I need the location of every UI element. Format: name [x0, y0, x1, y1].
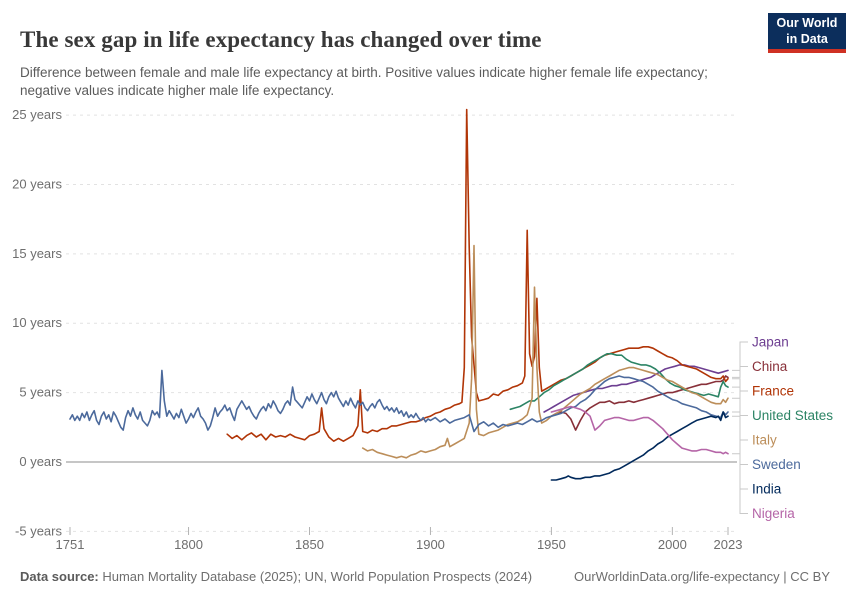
legend-leader-line: [732, 453, 748, 514]
legend-label-sweden[interactable]: Sweden: [752, 457, 801, 472]
series-line-china[interactable]: [550, 375, 729, 431]
legend-label-nigeria[interactable]: Nigeria: [752, 506, 795, 521]
series-line-nigeria[interactable]: [550, 405, 729, 455]
legend-leader-line: [732, 415, 748, 490]
datasource-note: Data source: Human Mortality Database (2…: [20, 569, 532, 584]
series-line-japan[interactable]: [543, 364, 729, 413]
y-tick-label: -5 years: [15, 523, 62, 538]
x-tick-label: 1800: [174, 537, 203, 552]
x-tick-label: 2023: [714, 537, 743, 552]
line-chart-canvas[interactable]: -5 years 0 years 5 years 10 years 15 years 20…: [0, 0, 850, 560]
legend-label-italy[interactable]: Italy: [752, 433, 777, 448]
owid-logo-line2: in Data: [786, 31, 828, 46]
y-tick-label: 0 years: [19, 454, 62, 469]
chart-subtitle: Difference between female and male life …: [20, 64, 708, 99]
series-line-france[interactable]: [226, 108, 729, 443]
legend-label-united-states[interactable]: United States: [752, 408, 833, 423]
x-tick-label: 1950: [537, 537, 566, 552]
y-tick-label: 25 years: [12, 107, 62, 122]
legend-leader-line: [732, 341, 748, 371]
series-line-united-states[interactable]: [509, 352, 729, 411]
legend-label-china[interactable]: China: [752, 359, 788, 374]
series-line-sweden[interactable]: [69, 369, 729, 433]
datasource-label: Data source:: [20, 569, 99, 584]
license-link[interactable]: OurWorldinData.org/life-expectancy | CC …: [573, 569, 830, 584]
legend-label-japan[interactable]: Japan: [752, 335, 789, 350]
datasource-text: Human Mortality Database (2025); UN, Wor…: [98, 569, 533, 584]
legend-label-france[interactable]: France: [752, 384, 794, 399]
x-tick-label: 1900: [416, 537, 445, 552]
owid-logo-line1: Our World: [776, 16, 838, 30]
x-tick-label: 2000: [658, 537, 687, 552]
legend-leader-line: [732, 366, 748, 378]
y-tick-label: 15 years: [12, 246, 62, 261]
legend-leader-line: [732, 378, 748, 392]
series-line-india[interactable]: [550, 411, 729, 481]
page-title: The sex gap in life expectancy has chang…: [20, 27, 542, 53]
owid-logo[interactable]: Our World in Data: [768, 13, 846, 53]
x-tick-label: 1751: [56, 537, 85, 552]
y-tick-label: 20 years: [12, 176, 62, 191]
y-tick-label: 10 years: [12, 315, 62, 330]
x-tick-label: 1850: [295, 537, 324, 552]
legend-label-india[interactable]: India: [752, 482, 782, 497]
series-line-italy[interactable]: [361, 244, 729, 459]
y-tick-label: 5 years: [19, 385, 62, 400]
